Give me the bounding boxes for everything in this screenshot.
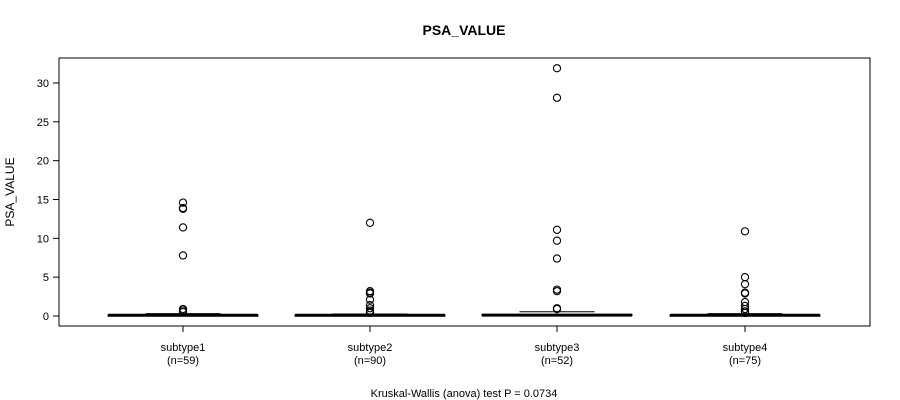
statistical-test-note: Kruskal-Wallis (anova) test P = 0.0734 — [371, 388, 558, 400]
outlier-point — [740, 304, 750, 314]
outlier-point — [552, 64, 562, 73]
outlier-point — [365, 289, 375, 298]
outlier-point — [178, 198, 188, 207]
outlier-point — [552, 236, 562, 245]
outlier-point — [740, 273, 750, 282]
outlier-point — [178, 223, 188, 232]
outlier-point — [552, 304, 562, 314]
box-groups: subtype1(n=59)subtype2(n=90)subtype3(n=5… — [107, 64, 821, 367]
x-tick-count-label: (n=90) — [354, 355, 386, 367]
y-axis: 0 5 10 15 20 25 30 — [37, 78, 60, 323]
y-tick-label: 20 — [37, 156, 49, 168]
outlier-point — [740, 308, 750, 318]
chart-title: PSA_VALUE — [423, 22, 506, 38]
outlier-point — [365, 295, 375, 304]
y-tick-label: 30 — [37, 78, 49, 90]
outlier-point — [178, 307, 188, 317]
x-tick-label: subtype2 — [348, 342, 393, 354]
outlier-point — [178, 251, 188, 260]
box-group-subtype2: subtype2(n=90) — [294, 218, 446, 367]
x-tick-count-label: (n=52) — [541, 355, 573, 367]
box-group-subtype3: subtype3(n=52) — [481, 64, 633, 367]
outlier-point — [552, 225, 562, 234]
x-tick-count-label: (n=75) — [729, 355, 761, 367]
x-tick-label: subtype3 — [535, 342, 580, 354]
outlier-point — [740, 227, 750, 236]
y-axis-label: PSA_VALUE — [3, 157, 17, 226]
y-tick-label: 10 — [37, 233, 49, 245]
y-tick-label: 0 — [43, 311, 49, 323]
x-tick-label: subtype1 — [161, 342, 206, 354]
outlier-point — [365, 218, 375, 227]
outlier-point — [552, 286, 562, 296]
outlier-point — [552, 93, 562, 102]
outlier-point — [740, 280, 750, 289]
y-tick-label: 15 — [37, 195, 49, 207]
x-tick-label: subtype4 — [723, 342, 768, 354]
x-tick-count-label: (n=59) — [167, 355, 199, 367]
outlier-point — [740, 289, 750, 298]
y-tick-label: 25 — [37, 117, 49, 129]
outlier-point — [552, 254, 562, 263]
box-group-subtype1: subtype1(n=59) — [107, 198, 259, 367]
outlier-point — [365, 304, 375, 313]
box-group-subtype4: subtype4(n=75) — [669, 227, 821, 367]
outlier-point — [178, 204, 188, 213]
y-tick-label: 5 — [43, 272, 49, 284]
outlier-point — [365, 308, 375, 318]
